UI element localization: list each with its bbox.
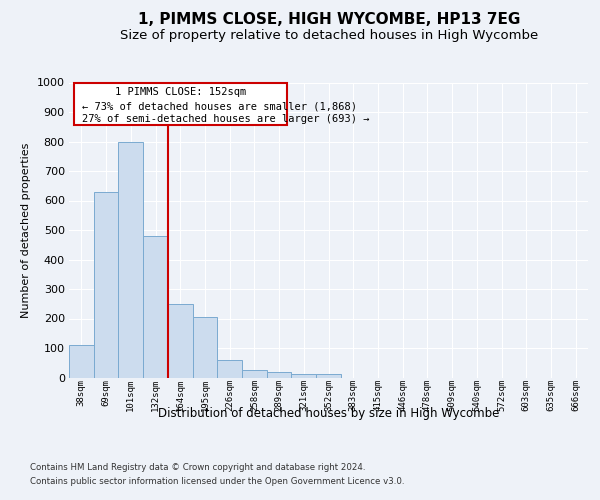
Text: Contains HM Land Registry data © Crown copyright and database right 2024.: Contains HM Land Registry data © Crown c… (30, 462, 365, 471)
Bar (168, 304, 193, 378)
Text: 1, PIMMS CLOSE, HIGH WYCOMBE, HP13 7EG: 1, PIMMS CLOSE, HIGH WYCOMBE, HP13 7EG (137, 12, 520, 28)
Bar (193, 317, 217, 378)
Y-axis label: Number of detached properties: Number of detached properties (21, 142, 31, 318)
Text: Contains public sector information licensed under the Open Government Licence v3: Contains public sector information licen… (30, 478, 404, 486)
Bar (94, 192, 118, 378)
Text: ← 73% of detached houses are smaller (1,868): ← 73% of detached houses are smaller (1,… (82, 101, 357, 111)
Bar (292, 374, 316, 378)
Text: 27% of semi-detached houses are larger (693) →: 27% of semi-detached houses are larger (… (82, 114, 370, 124)
Bar (217, 360, 242, 378)
Text: Size of property relative to detached houses in High Wycombe: Size of property relative to detached ho… (119, 29, 538, 42)
Bar (118, 142, 143, 378)
Bar (316, 374, 341, 378)
Bar (69, 345, 94, 378)
Bar (242, 370, 267, 378)
Text: 1 PIMMS CLOSE: 152sqm: 1 PIMMS CLOSE: 152sqm (115, 87, 246, 97)
FancyBboxPatch shape (74, 82, 287, 126)
Bar (267, 372, 292, 378)
Bar (143, 236, 168, 378)
Text: Distribution of detached houses by size in High Wycombe: Distribution of detached houses by size … (158, 408, 499, 420)
